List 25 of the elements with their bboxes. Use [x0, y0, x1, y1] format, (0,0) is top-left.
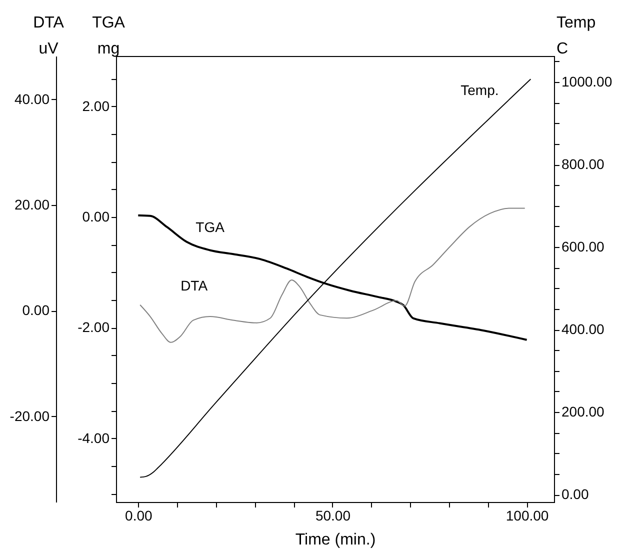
x-tick-label: 50.00: [315, 508, 351, 524]
series-label: Temp.: [460, 82, 499, 98]
series-label: TGA: [196, 219, 226, 236]
y2-tick-label: 200.00: [562, 404, 605, 420]
y2-tick-label: 1000.00: [562, 73, 612, 90]
y-tick-label: -4.00: [78, 430, 110, 446]
y-tick-label: 2.00: [82, 98, 110, 114]
y2-tick-label: 800.00: [562, 156, 605, 172]
y-tick-label: 0.00: [82, 208, 110, 225]
y2-tick-label: 600.00: [562, 238, 605, 255]
x-axis-title: Time (min.): [295, 532, 376, 548]
y2-tick-label: 0.00: [562, 486, 589, 502]
line-series: [140, 78, 532, 478]
y2-axis-title: Temp C: [556, 14, 596, 58]
y3-tick-label: 0.00: [22, 302, 50, 318]
y3-axis-title: DTA uV: [33, 14, 64, 58]
x-tick-label: 100.00: [506, 508, 549, 524]
y3-tick-label: -20.00: [10, 408, 50, 424]
y2-tick-label: 400.00: [562, 321, 605, 338]
y3-tick-label: 40.00: [14, 90, 50, 107]
y3-tick-label: 20.00: [14, 196, 50, 213]
series-label: DTA: [180, 278, 208, 294]
y-tick-label: -2.00: [78, 319, 110, 336]
x-tick-label: 0.00: [125, 508, 152, 524]
y-axis-title: TGA mg: [92, 14, 126, 58]
